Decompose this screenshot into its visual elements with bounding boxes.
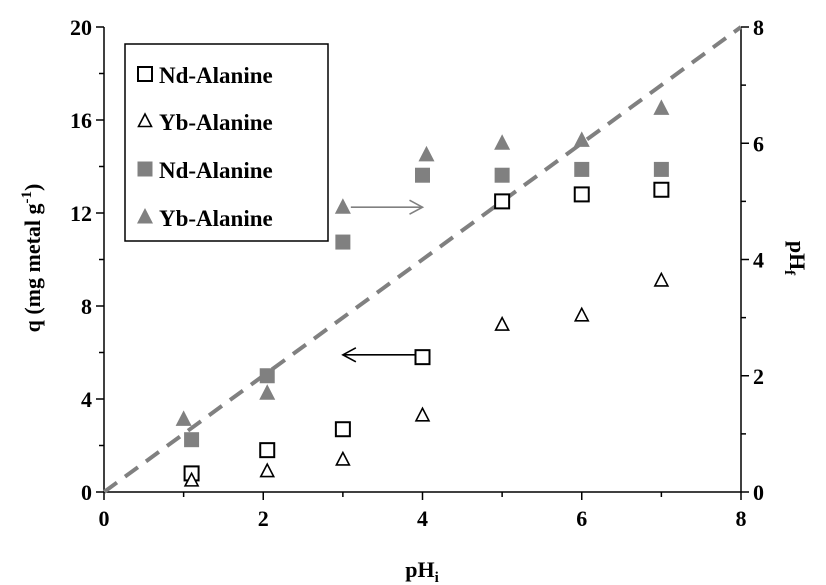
data-point	[494, 193, 511, 210]
y-left-tick-label: 4	[81, 387, 92, 412]
x-tick-label: 0	[99, 506, 110, 531]
data-point	[414, 406, 431, 422]
arrow-head	[341, 347, 357, 363]
y-axis-right-title: pHf	[781, 241, 810, 276]
legend-label: Nd-Alanine	[159, 158, 273, 183]
legend-marker	[137, 112, 153, 128]
series-0	[183, 181, 670, 482]
y-right-tick-label: 8	[753, 15, 764, 40]
legend: Nd-Alanine Yb-Alanine Nd-Alanine Yb-Alanine	[124, 43, 329, 242]
data-point	[573, 306, 590, 322]
data-point	[259, 384, 276, 400]
legend-marker	[137, 161, 153, 177]
data-point	[574, 161, 590, 177]
data-point	[259, 462, 276, 478]
reference-line-layer	[102, 25, 743, 494]
data-point	[653, 161, 669, 177]
legend-marker	[137, 208, 153, 224]
legend-entry: Yb-Alanine	[137, 110, 273, 135]
reference-dashed-line	[102, 25, 743, 494]
y-right-tick-label: 2	[753, 364, 764, 389]
x-tick-label: 8	[736, 506, 747, 531]
y-left-tick-label: 0	[81, 480, 92, 505]
data-point	[494, 315, 510, 331]
arrow-head	[409, 199, 425, 215]
annotation-arrow	[341, 347, 423, 363]
legend-box	[124, 43, 329, 242]
data-point	[259, 368, 275, 384]
data-point	[573, 131, 590, 147]
x-tick-label: 6	[576, 506, 587, 531]
legend-entry: Nd-Alanine	[137, 63, 273, 88]
legend-label: Nd-Alanine	[159, 63, 273, 88]
data-point	[334, 198, 351, 214]
data-point	[335, 234, 351, 250]
y-left-tick-label: 20	[70, 15, 92, 40]
y-right-tick-label: 0	[753, 480, 764, 505]
data-point	[573, 186, 590, 203]
legend-label: Yb-Alanine	[159, 206, 273, 231]
x-tick-label: 2	[258, 506, 269, 531]
y-right-tick-label: 4	[753, 248, 764, 273]
series-1	[183, 271, 670, 487]
legend-marker	[137, 66, 153, 82]
data-point	[494, 167, 510, 183]
y-left-tick-label: 8	[81, 294, 92, 319]
data-point	[418, 145, 435, 162]
data-point	[183, 471, 200, 487]
series-2	[184, 161, 669, 448]
data-point	[414, 349, 431, 366]
data-point	[259, 442, 276, 459]
data-point	[184, 432, 200, 448]
data-point	[494, 134, 511, 150]
x-axis-title: pHi	[405, 557, 439, 585]
arrow-layer	[341, 199, 425, 363]
series-3	[175, 99, 670, 426]
annotation-arrow	[350, 199, 425, 215]
legend-entry: Yb-Alanine	[137, 206, 273, 231]
data-point	[175, 410, 192, 426]
legend-entry: Nd-Alanine	[137, 158, 273, 183]
data-point	[334, 421, 351, 438]
data-point	[653, 99, 670, 115]
y-left-tick-label: 12	[70, 201, 92, 226]
y-right-tick-label: 6	[753, 131, 764, 156]
data-marks-layer	[175, 99, 670, 487]
data-point	[335, 450, 351, 466]
y-axis-left-title: q (mg metal g-1)	[19, 184, 45, 333]
x-tick-label: 4	[417, 506, 428, 531]
data-point	[653, 181, 670, 198]
y-left-tick-label: 16	[70, 108, 92, 133]
legend-label: Yb-Alanine	[159, 110, 273, 135]
data-point	[415, 167, 430, 183]
data-point	[653, 271, 670, 287]
